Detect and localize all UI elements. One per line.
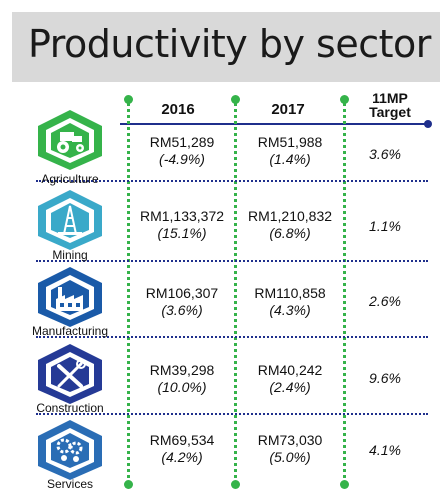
value-2017: RM51,988 (1.4%)	[239, 134, 341, 168]
sector-label: Mining	[52, 248, 88, 262]
value-2017-amount: RM110,858	[254, 285, 326, 301]
value-2016: RM69,534 (4.2%)	[132, 432, 232, 466]
value-2016-growth: (3.6%)	[161, 302, 203, 318]
table-row-mining: Mining RM1,133,372 (15.1%) RM1,210,832 (…	[0, 186, 445, 264]
value-2017-amount: RM73,030	[257, 432, 323, 448]
value-2016-growth: (10.0%)	[157, 379, 207, 395]
tractor-icon	[38, 110, 102, 170]
column-header-target: 11MP Target	[350, 91, 430, 119]
target-value: 3.6%	[369, 146, 401, 162]
value-2016-amount: RM69,534	[149, 432, 215, 448]
header-rule-dot	[424, 120, 432, 128]
value-2017-growth: (1.4%)	[269, 151, 311, 167]
sector-label: Construction	[36, 401, 104, 415]
sector-label: Services	[46, 477, 93, 491]
column-header-2017: 2017	[271, 101, 305, 118]
column-divider-2-bottom	[231, 480, 240, 489]
value-2016-amount: RM39,298	[149, 362, 215, 378]
gears-icon	[38, 420, 102, 480]
column-divider-1	[127, 98, 130, 484]
value-2016: RM1,133,372 (15.1%)	[128, 208, 236, 242]
table-row-manufacturing: Manufacturing RM106,307 (3.6%) RM110,858…	[0, 263, 445, 341]
column-header-target-line2: Target	[369, 104, 411, 120]
value-2017-amount: RM1,210,832	[247, 208, 333, 224]
value-2017: RM40,242 (2.4%)	[239, 362, 341, 396]
value-2016: RM106,307 (3.6%)	[130, 285, 234, 319]
table-row-services: Services RM69,534 (4.2%) RM73,030 (5.0%)…	[0, 416, 445, 494]
column-header-target-line1: 11MP	[372, 90, 408, 106]
column-divider-3	[343, 98, 346, 484]
column-divider-3-top	[340, 95, 349, 104]
value-2016-growth: (15.1%)	[157, 225, 207, 241]
value-2017-growth: (5.0%)	[269, 449, 311, 465]
row-separator	[36, 180, 428, 182]
value-2016-amount: RM1,133,372	[139, 208, 225, 224]
value-2016: RM39,298 (10.0%)	[132, 362, 232, 396]
title-bar: Productivity by sector	[12, 12, 440, 82]
value-2017: RM110,858 (4.3%)	[238, 285, 342, 319]
value-2016-amount: RM106,307	[145, 285, 219, 301]
value-2016-growth: (4.2%)	[161, 449, 203, 465]
value-2017-growth: (4.3%)	[269, 302, 311, 318]
column-header-2016: 2016	[161, 101, 195, 118]
table-row-agriculture: Agriculture RM51,289 (-4.9%) RM51,988 (1…	[0, 106, 445, 186]
target-value: 1.1%	[369, 218, 401, 234]
factory-icon	[38, 267, 102, 327]
column-divider-1-bottom	[124, 480, 133, 489]
value-2017-growth: (6.8%)	[269, 225, 311, 241]
sector-label: Manufacturing	[31, 324, 109, 338]
column-divider-1-top	[124, 95, 133, 104]
sector-label: Agriculture	[41, 172, 99, 186]
value-2017-amount: RM51,988	[257, 134, 323, 150]
row-separator	[36, 260, 428, 262]
value-2017-growth: (2.4%)	[269, 379, 311, 395]
target-value: 4.1%	[369, 442, 401, 458]
page-title: Productivity by sector	[28, 22, 431, 66]
value-2016-amount: RM51,289	[149, 134, 215, 150]
value-2016: RM51,289 (-4.9%)	[132, 134, 232, 168]
value-2017: RM73,030 (5.0%)	[239, 432, 341, 466]
row-separator	[36, 336, 428, 338]
value-2017: RM1,210,832 (6.8%)	[236, 208, 344, 242]
row-separator	[36, 413, 428, 415]
target-value: 9.6%	[369, 370, 401, 386]
value-2016-growth: (-4.9%)	[159, 151, 205, 167]
value-2017-amount: RM40,242	[257, 362, 323, 378]
wrench-screwdriver-icon	[38, 344, 102, 404]
column-divider-2	[234, 98, 237, 484]
header-rule	[120, 123, 428, 125]
table-row-construction: Construction RM39,298 (10.0%) RM40,242 (…	[0, 340, 445, 418]
column-divider-3-bottom	[340, 480, 349, 489]
target-value: 2.6%	[369, 293, 401, 309]
column-divider-2-top	[231, 95, 240, 104]
oil-rig-icon	[38, 190, 102, 250]
